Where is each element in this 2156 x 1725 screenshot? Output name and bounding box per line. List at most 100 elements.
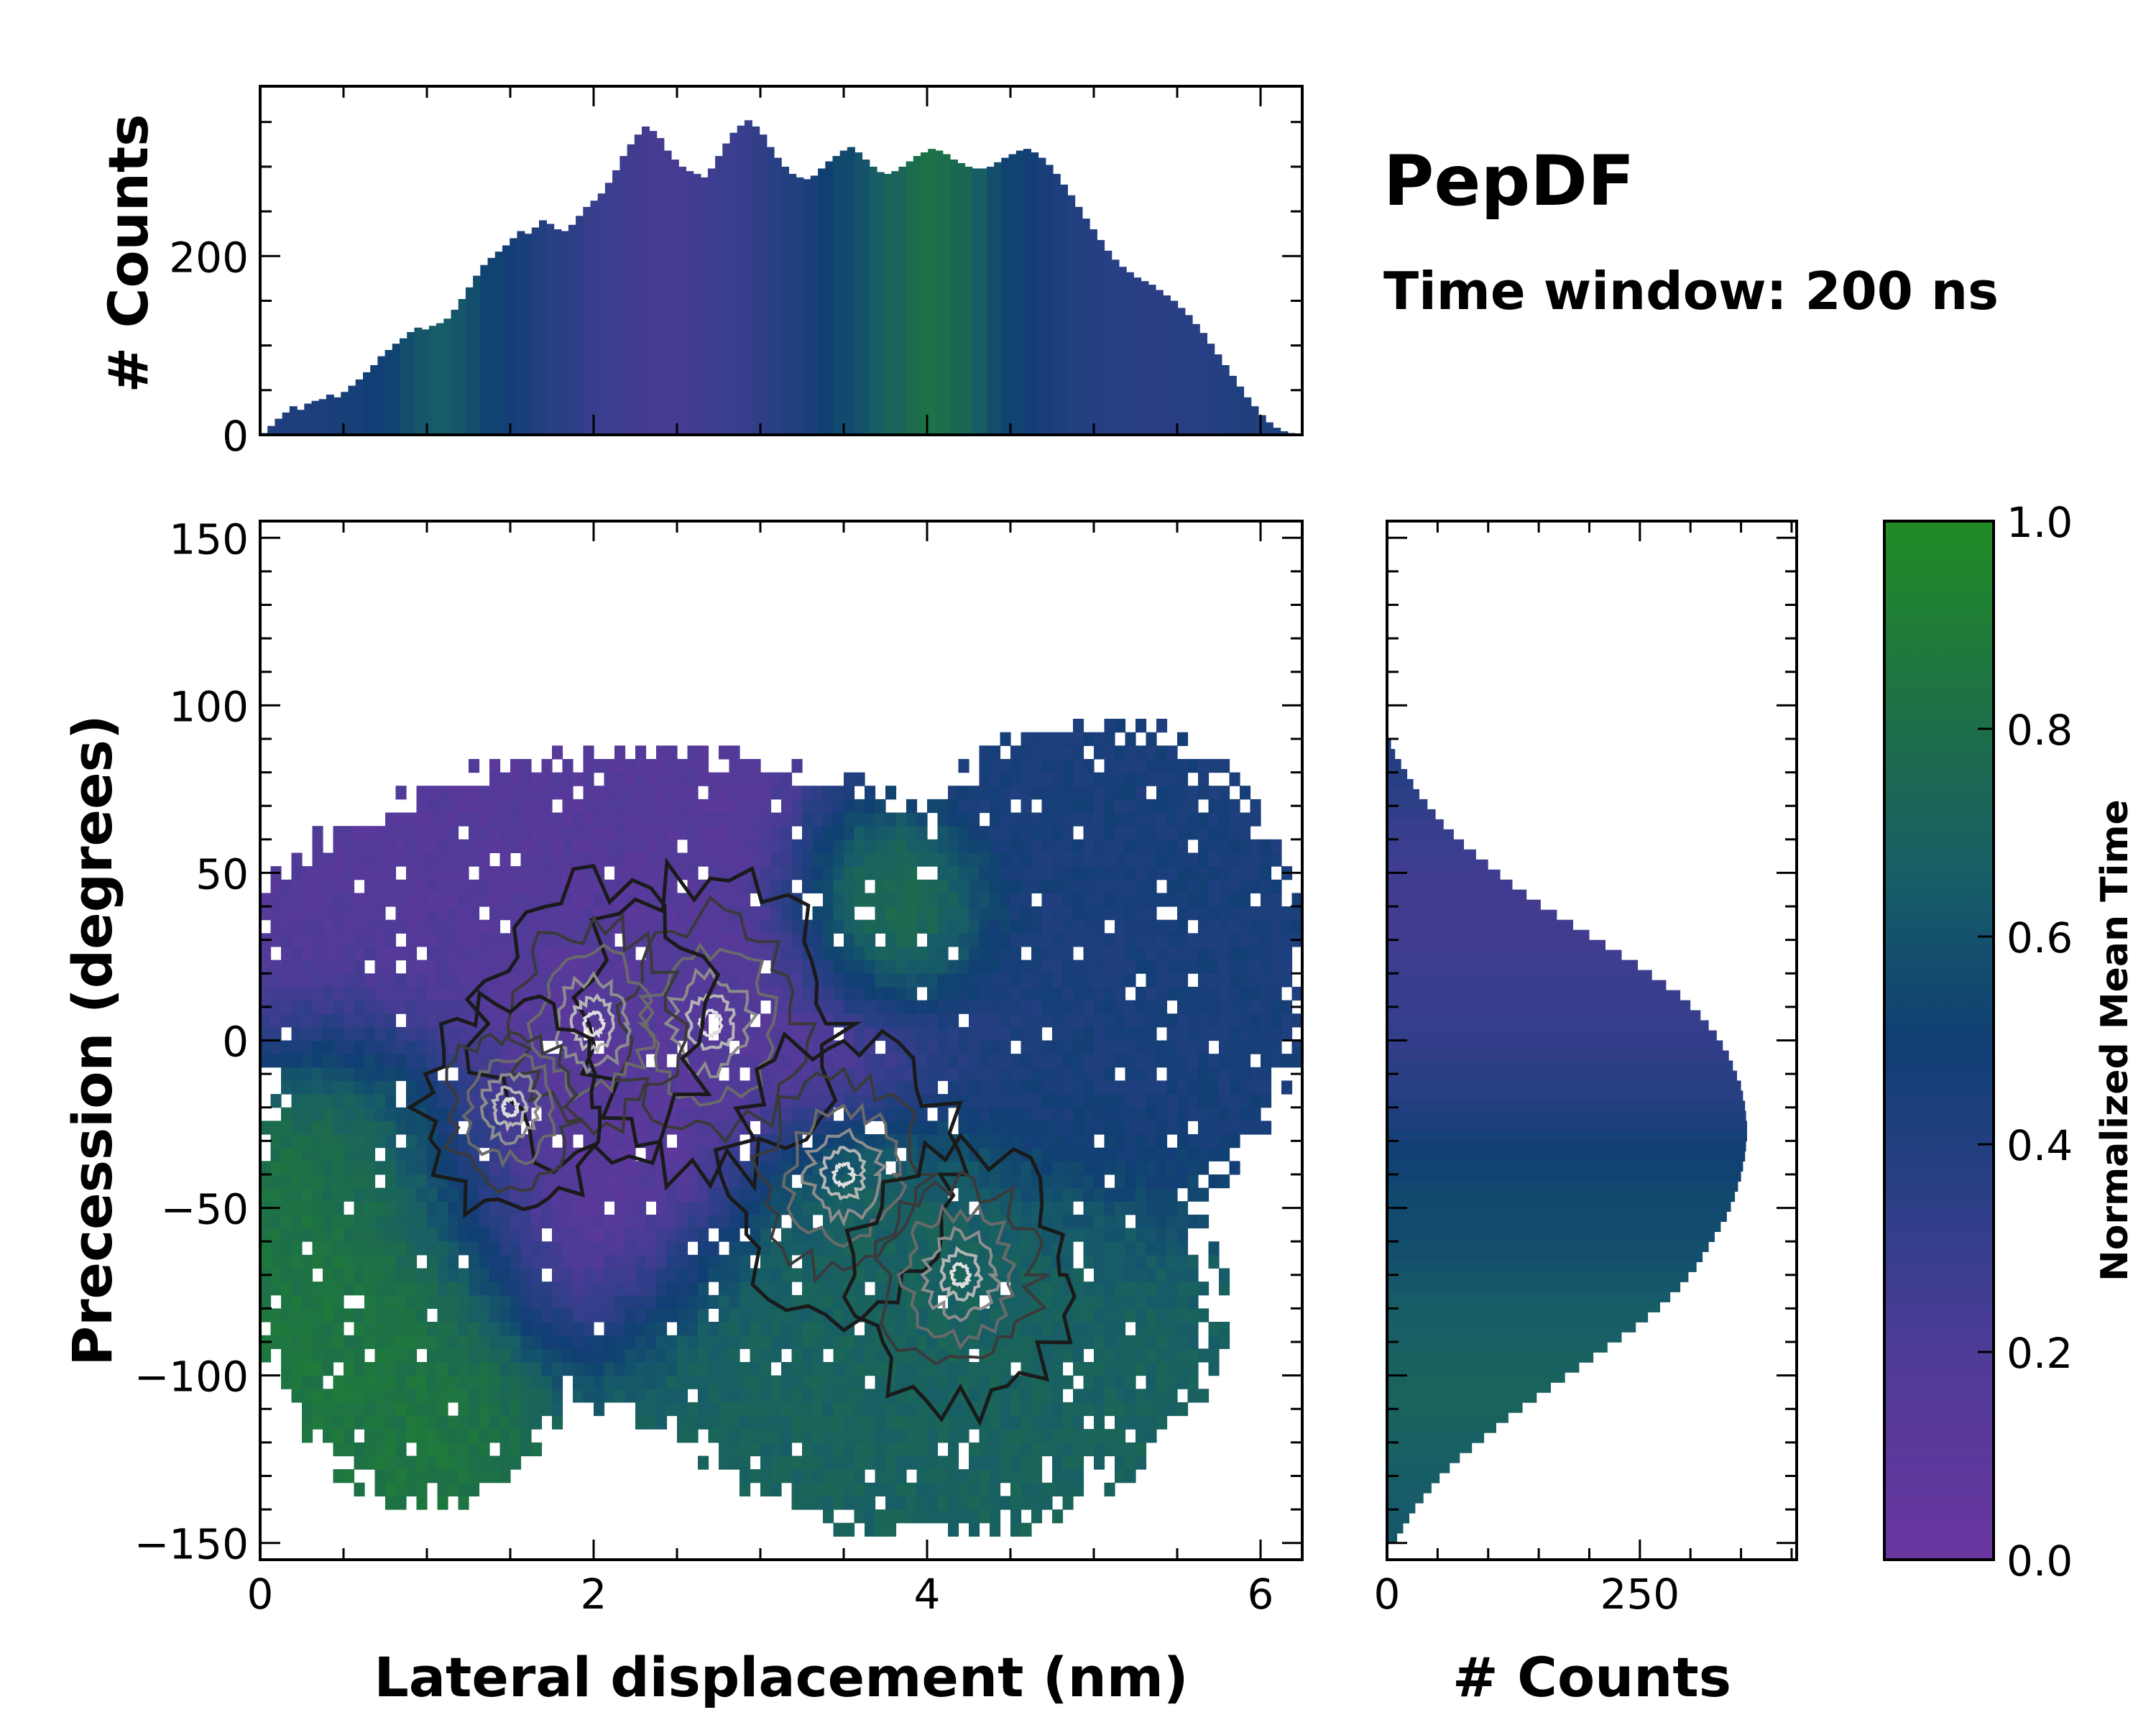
heatmap-cell (1073, 812, 1084, 827)
heatmap-cell (937, 1000, 949, 1014)
heatmap-cell (833, 1362, 844, 1376)
heatmap-cell (406, 986, 418, 1001)
heatmap-cell (510, 973, 522, 988)
heatmap-cell (645, 1187, 657, 1202)
heatmap-cell (385, 947, 397, 961)
heatmap-cell (385, 1348, 397, 1363)
heatmap-cell (427, 933, 438, 947)
heatmap-cell (573, 919, 584, 934)
heatmap-cell (823, 1322, 834, 1336)
heatmap-cell (770, 1268, 782, 1282)
top-histogram-bar (994, 162, 1003, 435)
heatmap-cell (594, 1161, 605, 1175)
heatmap-cell (333, 1187, 344, 1202)
heatmap-cell (1198, 1013, 1210, 1028)
heatmap-cell (645, 1241, 657, 1256)
heatmap-cell (969, 1469, 980, 1484)
heatmap-cell (844, 973, 855, 988)
heatmap-cell (1052, 933, 1064, 947)
heatmap-cell (1135, 852, 1147, 867)
top-histogram-bar (1280, 431, 1289, 435)
heatmap-cell (333, 879, 344, 893)
heatmap-cell (1073, 960, 1084, 974)
heatmap-cell (1062, 1121, 1074, 1135)
heatmap-cell (791, 1026, 803, 1041)
heatmap-cell (562, 973, 573, 988)
heatmap-cell (1229, 1000, 1240, 1014)
heatmap-cell (469, 1080, 480, 1095)
heatmap-cell (406, 1228, 418, 1242)
heatmap-cell (1104, 986, 1115, 1001)
heatmap-cell (520, 772, 532, 786)
heatmap-cell (770, 919, 782, 934)
heatmap-cell (823, 826, 834, 840)
heatmap-cell (323, 973, 334, 988)
heatmap-cell (990, 1482, 1001, 1496)
heatmap-cell (1094, 1107, 1105, 1121)
heatmap-cell (1052, 1402, 1064, 1417)
heatmap-cell (1177, 1254, 1189, 1269)
heatmap-cell (1281, 1026, 1293, 1041)
heatmap-cell (1229, 906, 1240, 921)
heatmap-cell (1031, 812, 1043, 827)
heatmap-cell (927, 1054, 939, 1068)
heatmap-cell (364, 1067, 376, 1081)
heatmap-cell (1156, 1282, 1168, 1296)
heatmap-cell (448, 852, 459, 867)
heatmap-cell (844, 947, 855, 961)
heatmap-cell (948, 933, 959, 947)
heatmap-cell (990, 893, 1001, 907)
heatmap-cell (437, 1228, 448, 1242)
heatmap-cell (583, 1254, 594, 1269)
heatmap-cell (979, 1026, 990, 1041)
heatmap-cell (875, 1415, 886, 1430)
heatmap-cell (969, 1094, 980, 1108)
heatmap-cell (1146, 1294, 1157, 1309)
heatmap-cell (406, 947, 418, 961)
heatmap-cell (614, 852, 626, 867)
heatmap-cell (927, 906, 939, 921)
heatmap-cell (1146, 745, 1157, 760)
heatmap-cell (604, 772, 615, 786)
heatmap-cell (1052, 1442, 1064, 1457)
heatmap-cell (573, 1214, 584, 1229)
heatmap-cell (1156, 1080, 1168, 1095)
heatmap-cell (1250, 1000, 1261, 1014)
heatmap-cell (1062, 826, 1074, 840)
heatmap-cell (760, 1308, 772, 1322)
heatmap-cell (302, 1187, 313, 1202)
heatmap-cell (1156, 986, 1168, 1001)
heatmap-cell (895, 826, 907, 840)
heatmap-cell (791, 812, 803, 827)
heatmap-cell (1187, 786, 1199, 800)
heatmap-cell (1177, 866, 1189, 880)
heatmap-cell (323, 1228, 334, 1242)
chart-title: PepDF (1383, 141, 1634, 221)
heatmap-cell (687, 1134, 699, 1149)
heatmap-cell (354, 1107, 365, 1121)
heatmap-cell (385, 1241, 397, 1256)
heatmap-cell (1240, 1094, 1251, 1108)
heatmap-cell (406, 1054, 418, 1068)
heatmap-cell (416, 1268, 428, 1282)
heatmap-cell (427, 1026, 438, 1041)
heatmap-cell (875, 812, 886, 827)
heatmap-cell (344, 826, 355, 840)
heatmap-cell (1187, 866, 1199, 880)
heatmap-cell (969, 960, 980, 974)
heatmap-cell (302, 933, 313, 947)
top-histogram-bar (825, 161, 834, 435)
heatmap-cell (323, 906, 334, 921)
heatmap-cell (1187, 933, 1199, 947)
heatmap-cell (270, 1187, 282, 1202)
heatmap-cell (1156, 919, 1168, 934)
heatmap-cell (594, 1214, 605, 1229)
heatmap-cell (781, 919, 793, 934)
heatmap-cell (333, 1389, 344, 1403)
heatmap-cell (448, 1228, 459, 1242)
heatmap-cell (1146, 826, 1157, 840)
heatmap-cell (1010, 839, 1022, 853)
heatmap-cell (791, 1054, 803, 1068)
heatmap-cell (385, 1389, 397, 1403)
